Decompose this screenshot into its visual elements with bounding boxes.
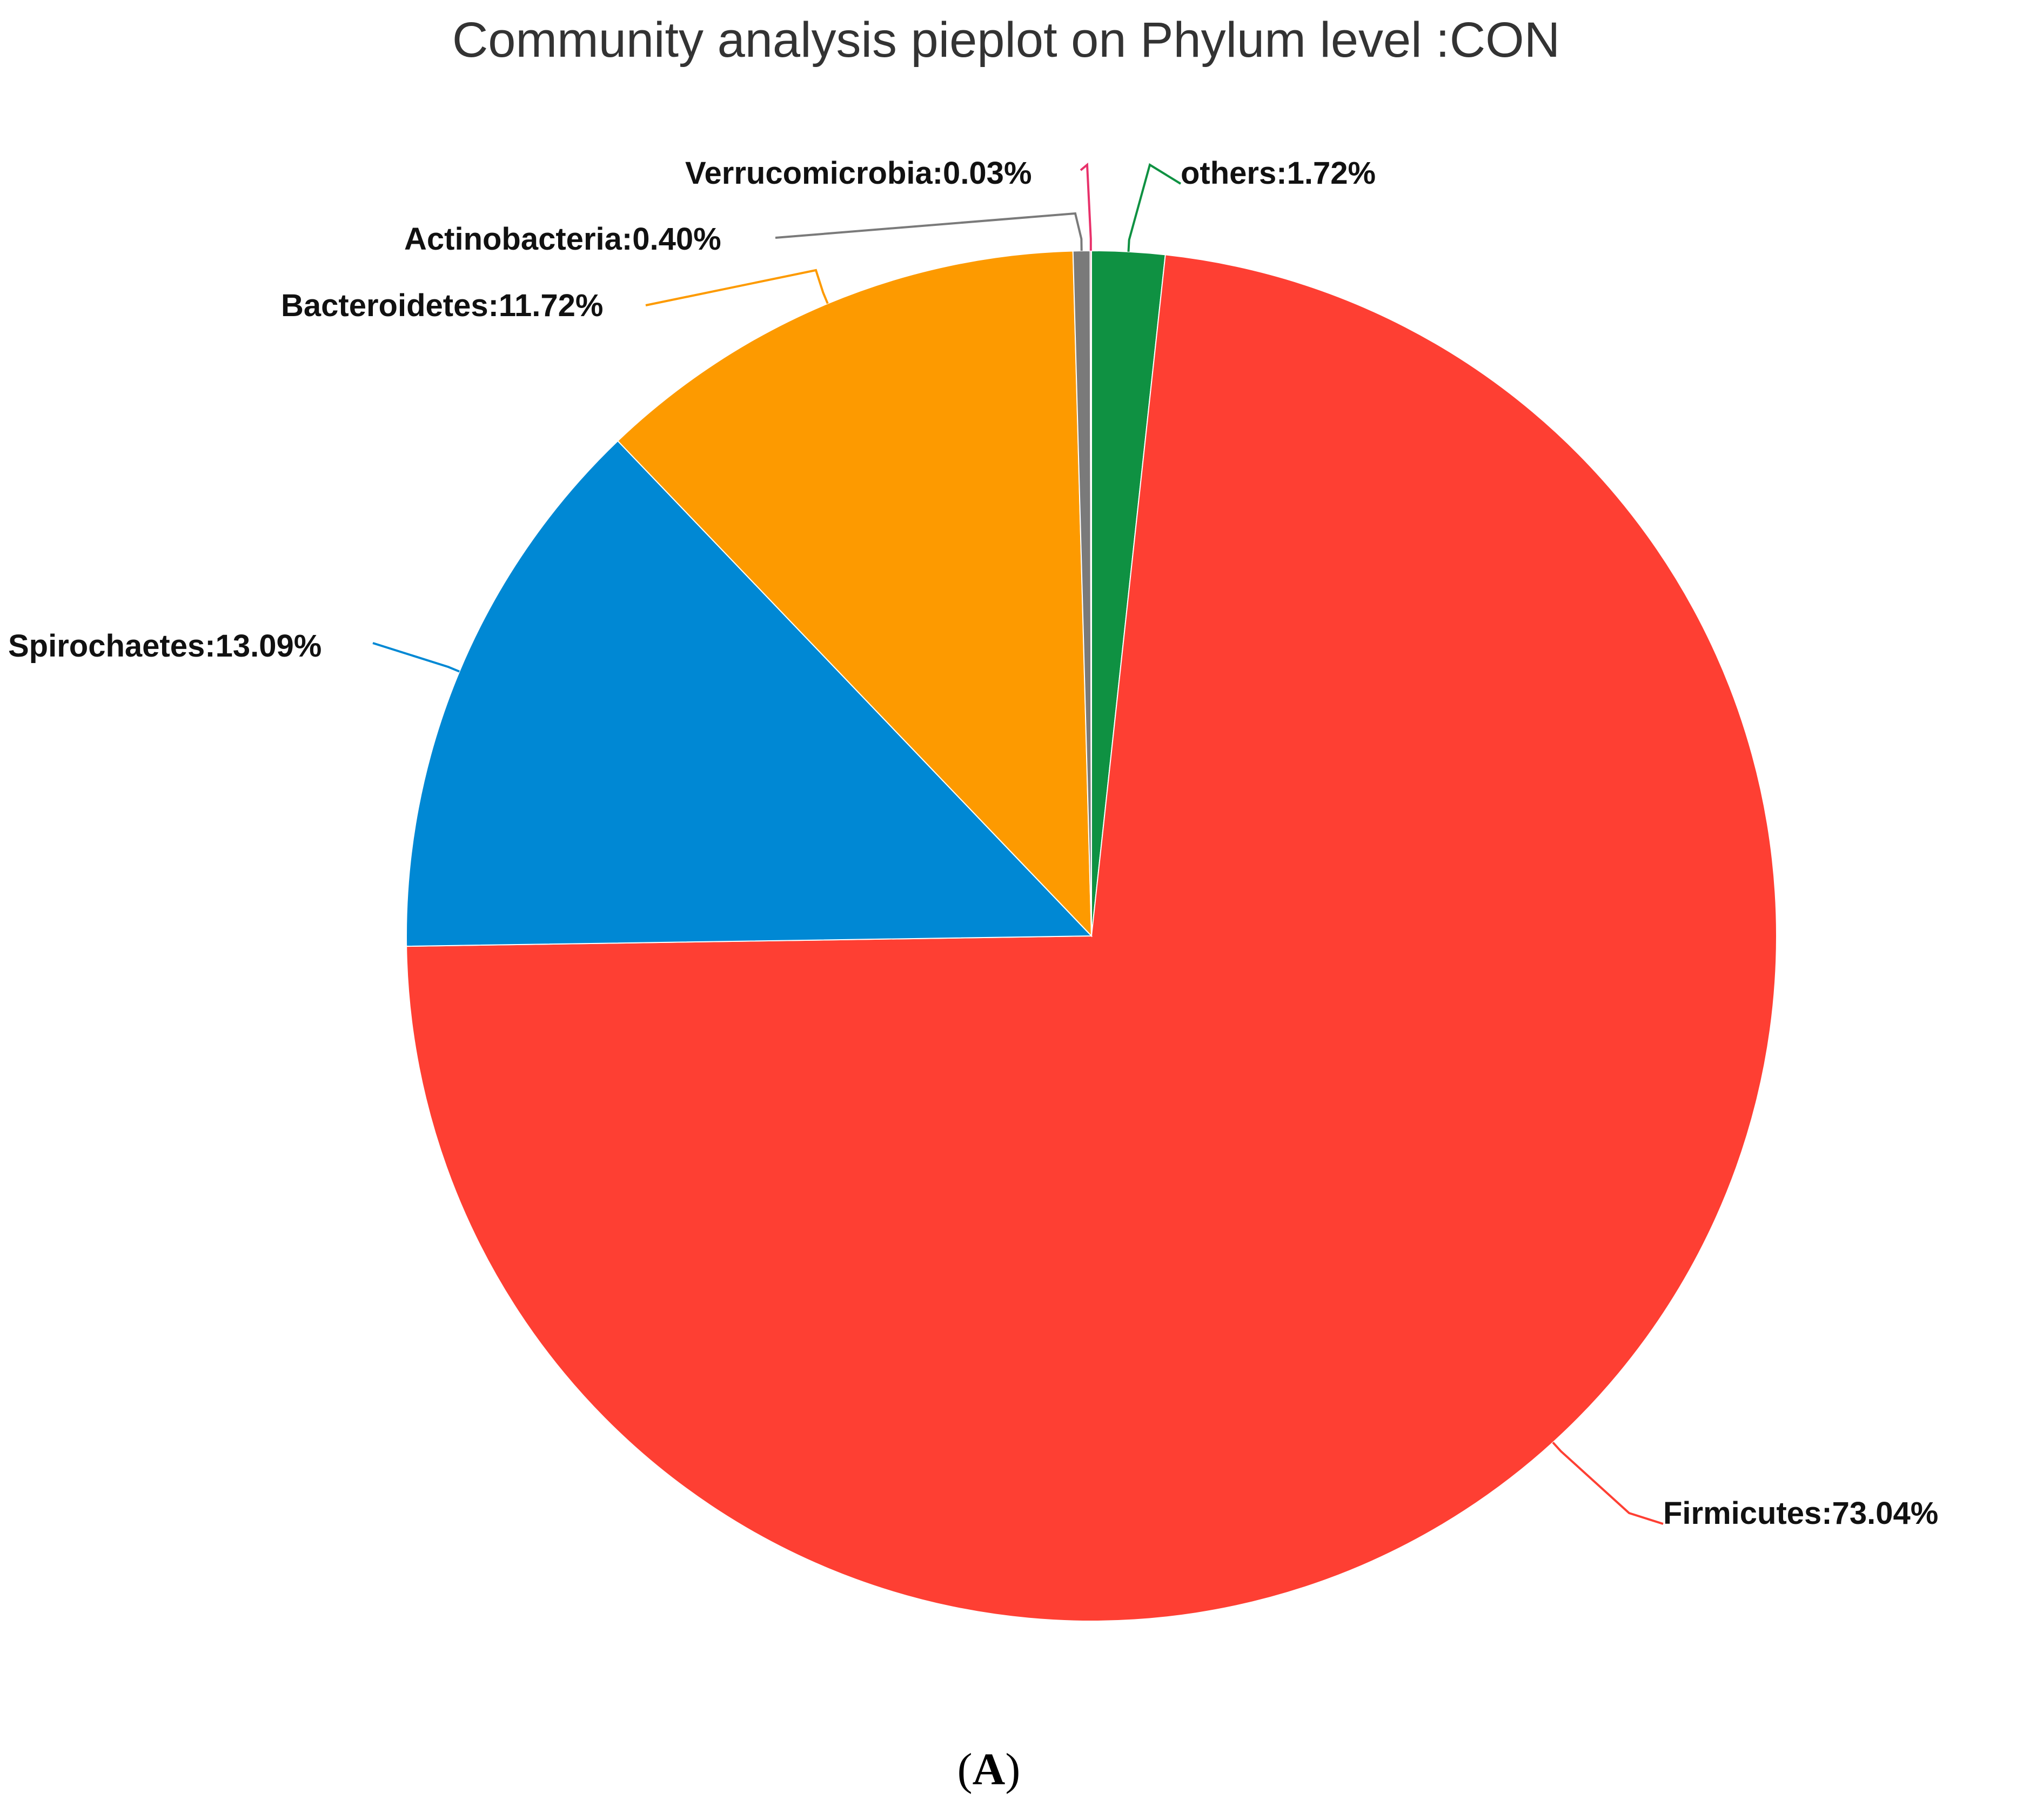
slice-label-actinobacteria: Actinobacteria:0.40% xyxy=(404,222,721,257)
panel-label-letter: A xyxy=(973,1744,1006,1795)
leader-line-firmicutes xyxy=(1552,1441,1664,1525)
slice-label-bacteroidetes: Bacteroidetes:11.72% xyxy=(281,288,603,323)
chart-title: Community analysis pieplot on Phylum lev… xyxy=(452,12,1560,68)
slice-labels: others:1.72% Firmicutes:73.04% Spirochaete… xyxy=(8,156,1938,1531)
slice-label-firmicutes: Firmicutes:73.04% xyxy=(1663,1496,1938,1531)
leader-line-others xyxy=(1127,163,1182,252)
leader-lines xyxy=(372,162,1664,1525)
panel-label-close: ) xyxy=(1005,1744,1020,1795)
panel-label: (A) xyxy=(957,1744,1021,1795)
pie-slice-firmicutes xyxy=(406,254,1777,1622)
slice-label-spirochaetes: Spirochaetes:13.09% xyxy=(8,628,321,664)
leader-line-verrucomicrobia xyxy=(1080,162,1092,251)
slice-label-verrucomicrobia: Verrucomicrobia:0.03% xyxy=(685,156,1032,191)
leader-line-actinobacteria xyxy=(775,212,1083,251)
leader-line-bacteroidetes xyxy=(645,269,829,306)
panel-label-open: ( xyxy=(957,1744,973,1795)
slice-label-others: others:1.72% xyxy=(1181,156,1376,191)
leader-line-spirochaetes xyxy=(372,642,460,673)
pie-slices xyxy=(406,250,1777,1622)
